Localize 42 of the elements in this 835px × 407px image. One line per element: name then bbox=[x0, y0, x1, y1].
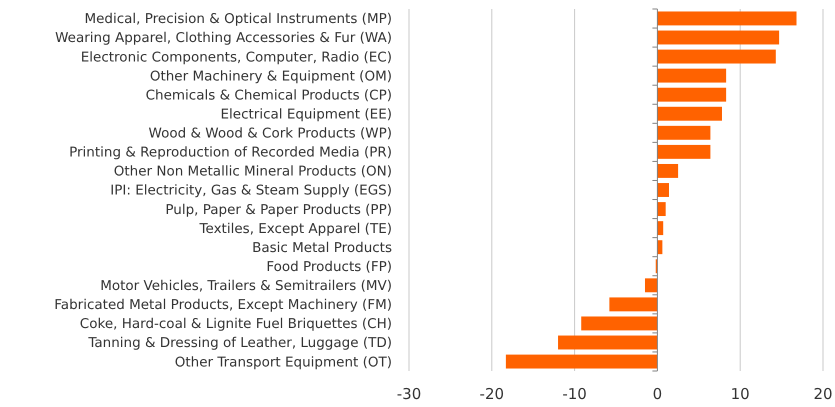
y-tick-label: Tanning & Dressing of Leather, Luggage (TD) bbox=[87, 335, 392, 352]
bar bbox=[558, 336, 658, 350]
y-tick-label: Coke, Hard-coal & Lignite Fuel Briquettes (CH) bbox=[80, 316, 392, 332]
y-tick-label: Wearing Apparel, Clothing Accessories & Fur (WA) bbox=[55, 30, 392, 46]
y-tick-label: Other Transport Equipment (OT) bbox=[174, 354, 392, 370]
bar bbox=[506, 354, 658, 369]
bar bbox=[657, 11, 797, 26]
x-tick-label: -30 bbox=[396, 385, 422, 403]
x-tick-label: -10 bbox=[562, 385, 587, 403]
y-tick-label: IPI: Electricity, Gas & Steam Supply (EGS) bbox=[110, 182, 392, 199]
y-tick-label: Other Machinery & Equipment (OM) bbox=[150, 68, 392, 84]
y-tick-label: Electrical Equipment (EE) bbox=[220, 106, 392, 122]
bar bbox=[657, 144, 710, 159]
bar bbox=[657, 183, 669, 197]
bar bbox=[657, 240, 662, 254]
bar bbox=[657, 50, 776, 64]
y-tick-label: Medical, Precision & Optical Instruments (MP) bbox=[84, 11, 392, 28]
y-tick-label: Textiles, Except Apparel (TE) bbox=[198, 220, 392, 237]
bar bbox=[657, 30, 780, 44]
y-tick-label: Food Products (FP) bbox=[266, 258, 392, 275]
x-tick-label: 0 bbox=[652, 385, 662, 403]
x-tick-label: 10 bbox=[730, 385, 750, 403]
x-tick-label: 20 bbox=[813, 385, 833, 403]
y-tick-label: Chemicals & Chemical Products (CP) bbox=[146, 87, 392, 104]
bar bbox=[657, 202, 666, 216]
bar bbox=[644, 278, 658, 292]
y-tick-label: Fabricated Metal Products, Except Machinery (FM) bbox=[54, 297, 392, 314]
bar bbox=[657, 88, 726, 102]
y-tick-label: Pulp, Paper & Paper Products (PP) bbox=[165, 202, 392, 218]
bar bbox=[657, 68, 726, 83]
bar bbox=[657, 106, 722, 121]
bar bbox=[657, 164, 678, 178]
y-tick-label: Electronic Components, Computer, Radio (EC) bbox=[80, 49, 392, 66]
y-tick-label: Basic Metal Products bbox=[252, 240, 392, 256]
x-tick-label: -20 bbox=[480, 385, 504, 403]
y-tick-label: Wood & Wood & Cork Products (WP) bbox=[148, 126, 392, 142]
bar bbox=[657, 126, 710, 140]
y-tick-label: Other Non Metallic Mineral Products (ON) bbox=[114, 164, 392, 180]
bar bbox=[609, 297, 658, 312]
bar bbox=[581, 316, 658, 330]
y-tick-label: Printing & Reproduction of Recorded Media (PR) bbox=[69, 144, 392, 161]
y-tick-label: Motor Vehicles, Trailers & Semitrailers (MV) bbox=[100, 278, 392, 294]
